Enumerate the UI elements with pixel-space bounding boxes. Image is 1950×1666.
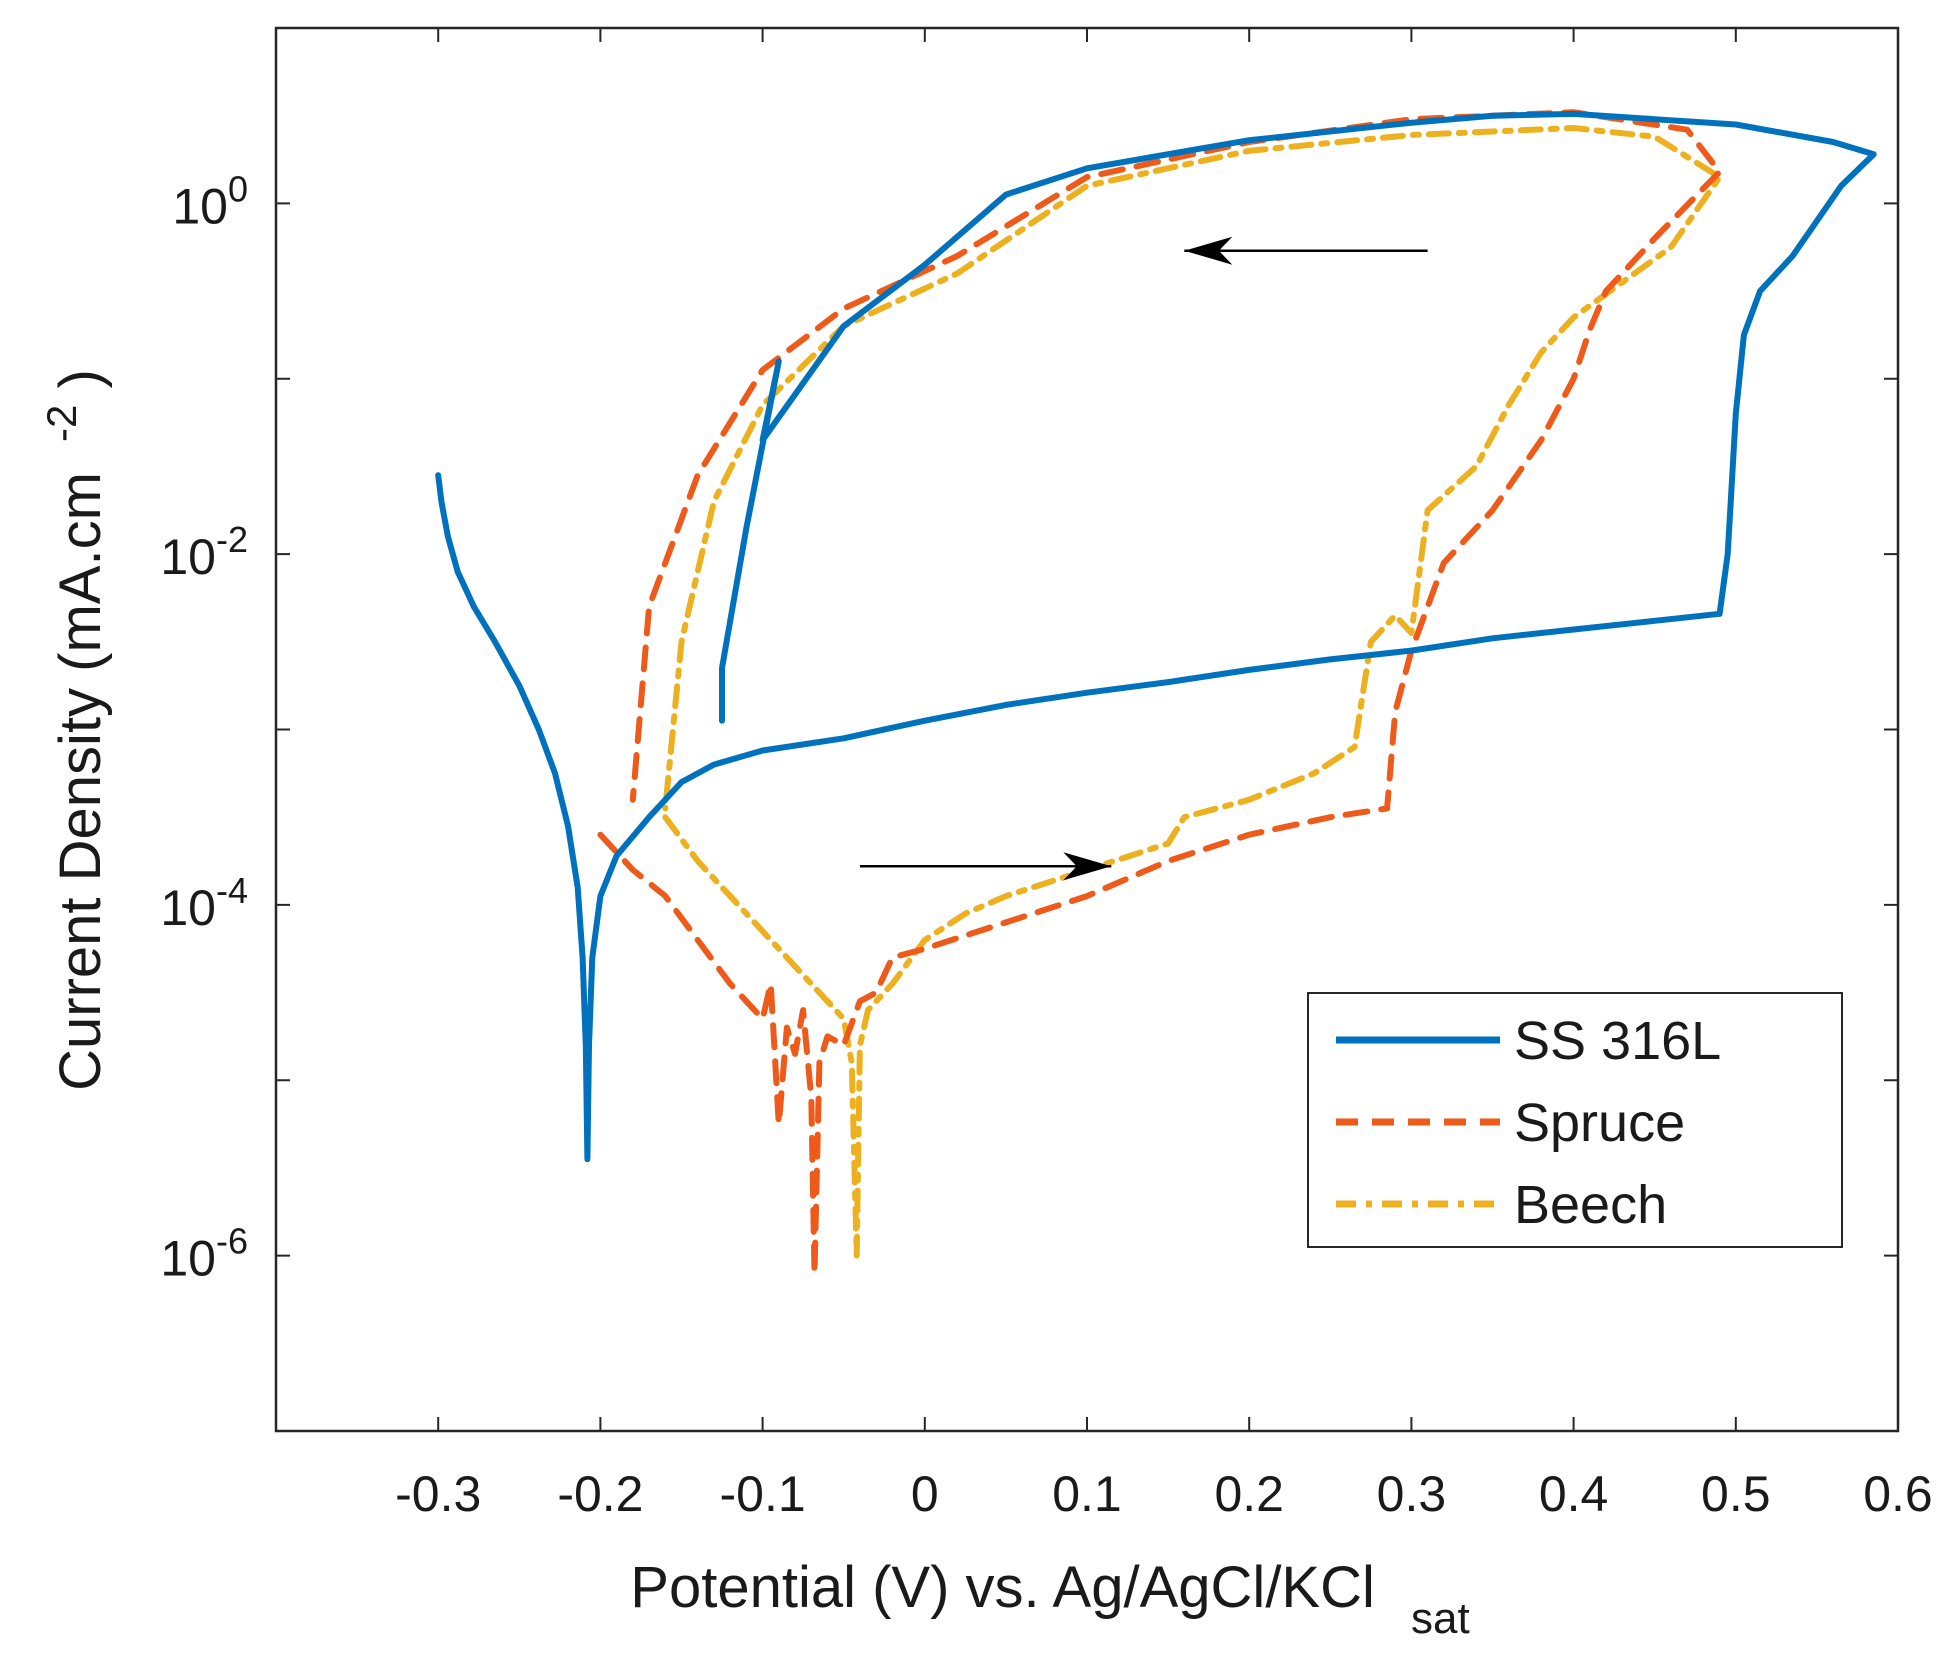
- x-axis-title: Potential (V) vs. Ag/AgCl/KCl sat: [630, 1555, 1469, 1643]
- y-axis-title-superscript: -2: [38, 405, 85, 442]
- y-tick-exponent: 0: [228, 168, 248, 209]
- x-tick-label: 0.2: [1214, 1466, 1284, 1522]
- y-tick-label: 100: [172, 168, 248, 234]
- y-tick-exponent: -4: [216, 870, 248, 911]
- y-tick-base: 10: [160, 1231, 216, 1287]
- y-tick-label: 10-6: [160, 1221, 248, 1287]
- y-tick-base: 10: [160, 880, 216, 936]
- y-axis-title-close: ): [48, 369, 113, 388]
- series-line-beech: [662, 125, 1723, 1259]
- arrow-head: [1184, 236, 1233, 265]
- legend-label: Beech: [1514, 1175, 1667, 1235]
- legend-items: SS 316L Spruce Beech: [1336, 1011, 1721, 1235]
- y-axis-title-main: Current Density (mA.cm: [48, 472, 113, 1091]
- x-tick-label: -0.2: [557, 1466, 643, 1522]
- series-line-ss-316l: [435, 110, 1877, 1163]
- legend: SS 316L Spruce Beech: [1307, 992, 1843, 1248]
- x-axis-title-subscript: sat: [1411, 1594, 1470, 1643]
- x-tick-label: 0.1: [1052, 1466, 1122, 1522]
- x-tick-label: -0.1: [720, 1466, 806, 1522]
- legend-label: Spruce: [1514, 1093, 1685, 1153]
- y-axis-title: Current Density (mA.cm -2 ): [24, 369, 113, 1091]
- x-tick-label: 0.5: [1701, 1466, 1771, 1522]
- x-tick-label: 0: [911, 1466, 939, 1522]
- scan-arrows: [859, 236, 1428, 881]
- x-axis-title-main: Potential (V) vs. Ag/AgCl/KCl: [630, 1555, 1375, 1620]
- y-tick-base: 10: [160, 529, 216, 585]
- x-tick-label: -0.3: [395, 1466, 481, 1522]
- arrow-head: [1063, 852, 1112, 881]
- x-tick-labels: -0.3 -0.2 -0.1 0 0.1 0.2 0.3 0.4 0.5 0.6: [395, 1466, 1933, 1522]
- y-tick-exponent: -6: [216, 1221, 248, 1262]
- data-series: [435, 109, 1877, 1277]
- x-tick-label: 0.3: [1377, 1466, 1447, 1522]
- axes-box: [274, 26, 1900, 1433]
- y-tick-label: 10-4: [160, 870, 248, 936]
- x-tick-label: 0.6: [1863, 1466, 1933, 1522]
- y-tick-label: 10-2: [160, 519, 248, 585]
- x-tick-label: 0.4: [1539, 1466, 1609, 1522]
- legend-label: SS 316L: [1514, 1011, 1721, 1071]
- y-tick-base: 10: [172, 178, 228, 234]
- y-tick-exponent: -2: [216, 519, 248, 560]
